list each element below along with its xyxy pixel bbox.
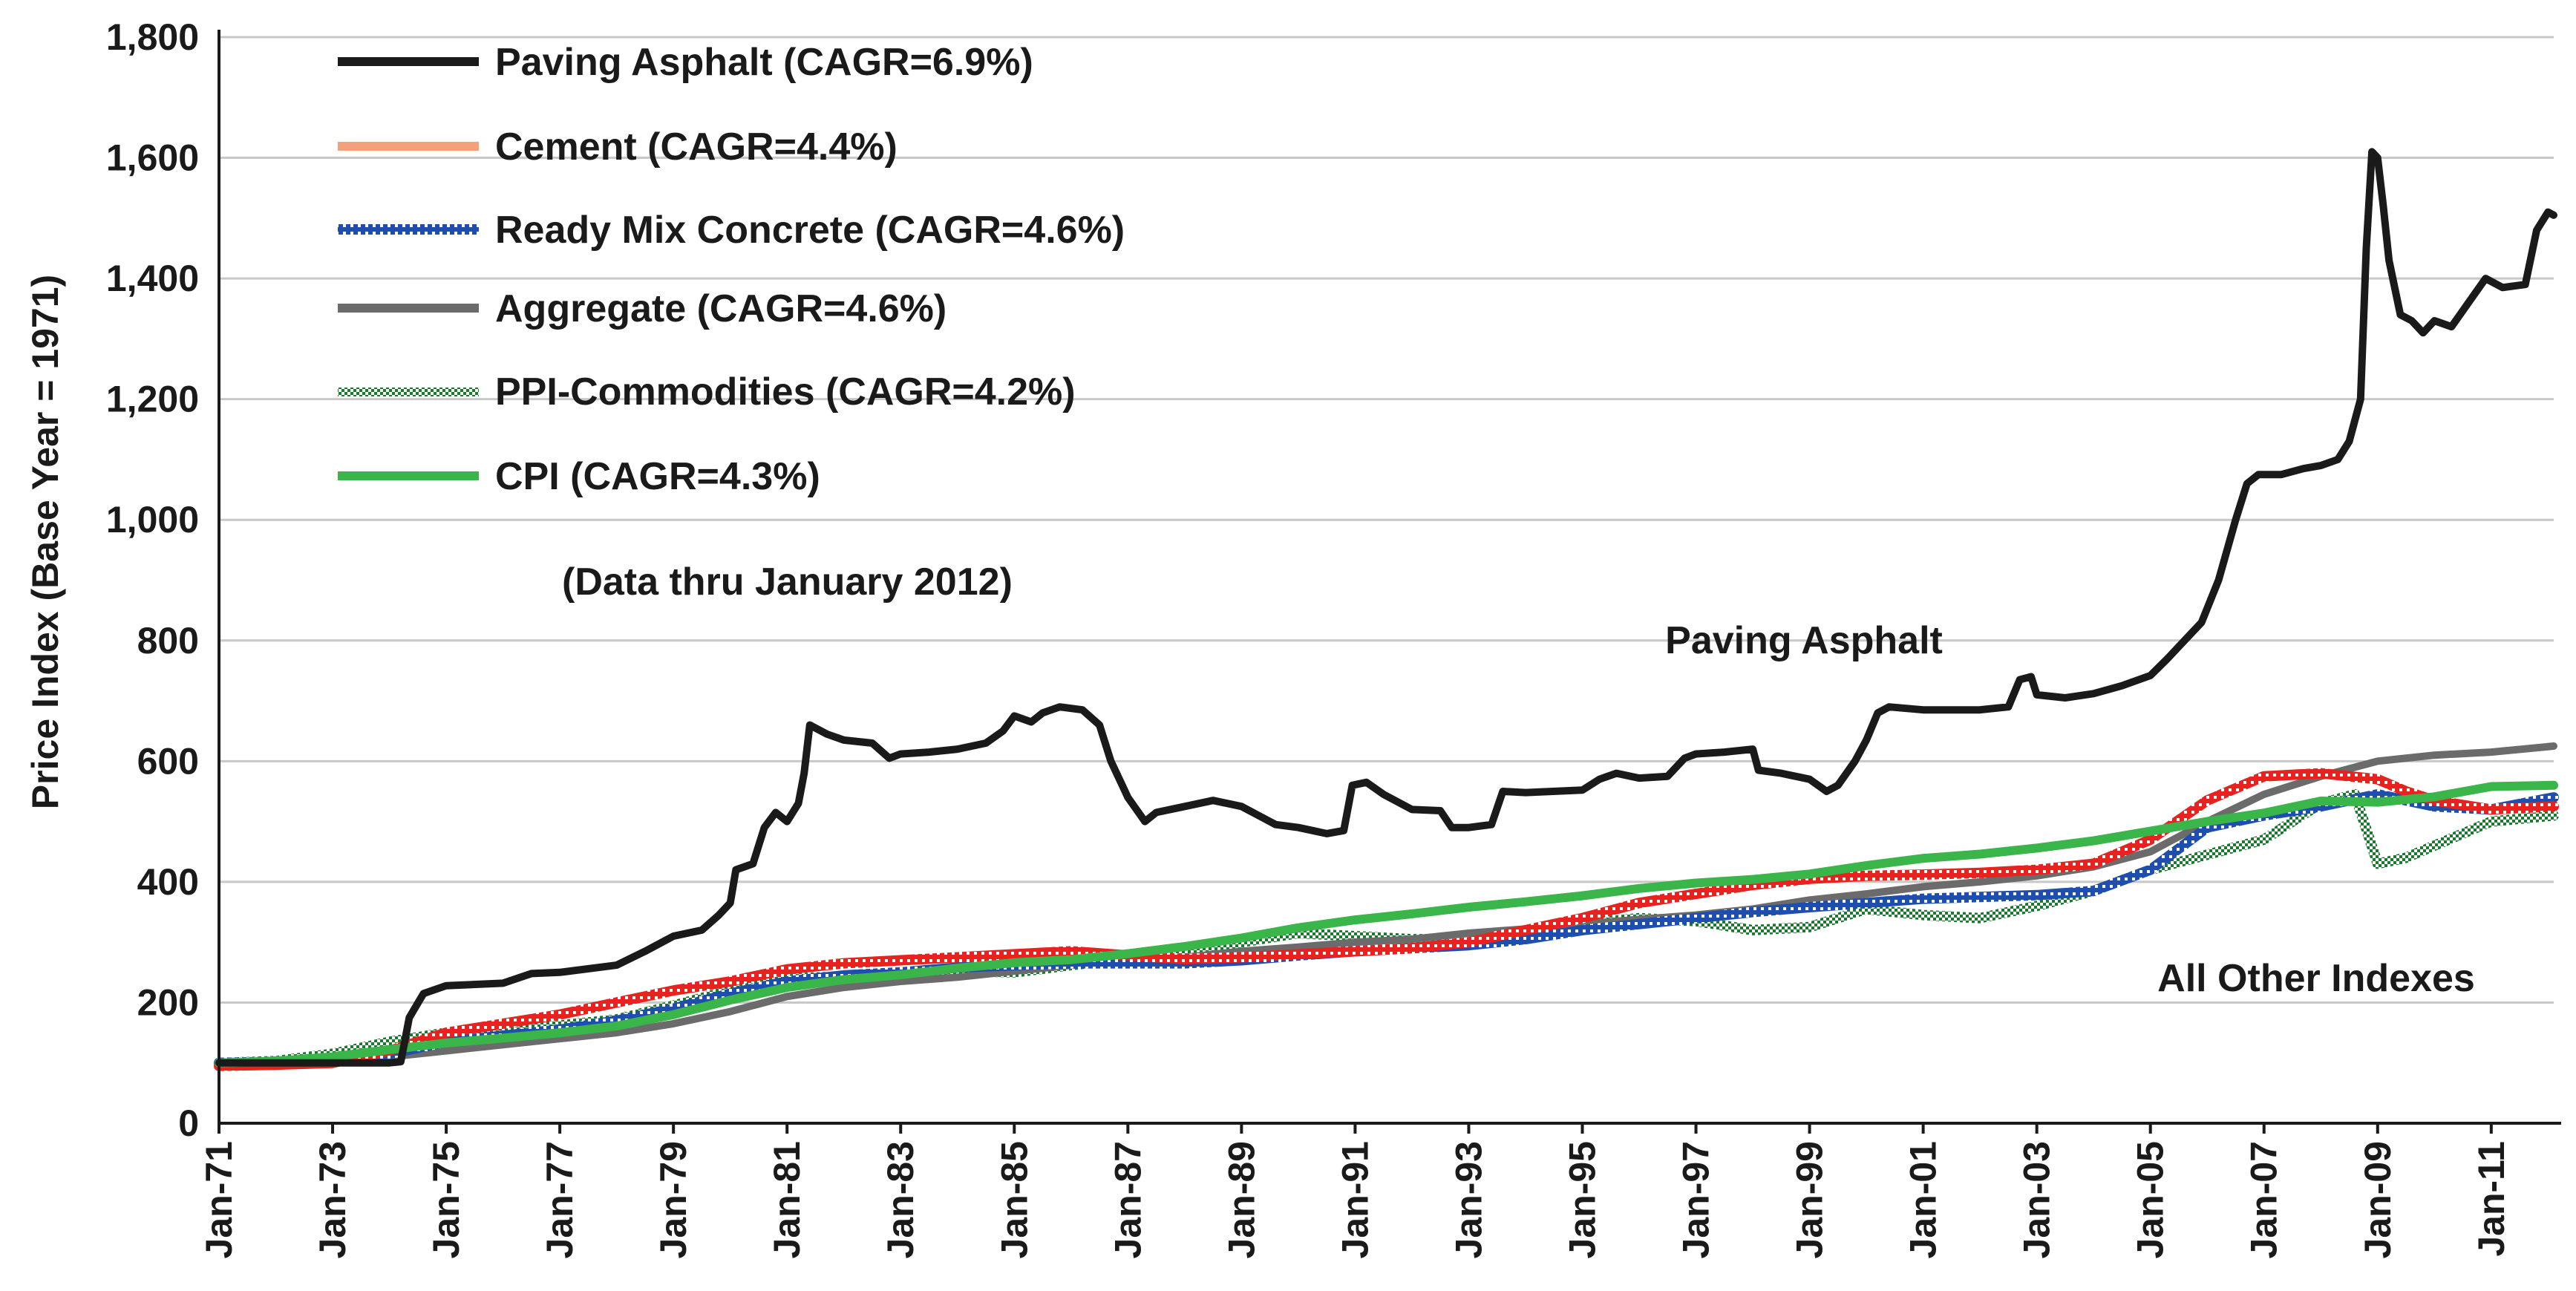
x-tick-label: Jan-91 <box>1334 1141 1376 1258</box>
x-tick-label: Jan-85 <box>993 1141 1035 1258</box>
y-tick-labels: 0 200 400 600 800 1,000 1,200 1,400 1,600 1,800 <box>106 16 199 1144</box>
annotation-all-other-indexes: All Other Indexes <box>2157 957 2475 1000</box>
x-tick-label: Jan-99 <box>1789 1141 1831 1258</box>
y-tick-label: 600 <box>137 740 199 782</box>
legend-label-ready-mix-concrete: Ready Mix Concrete (CAGR=4.6%) <box>495 209 1125 252</box>
legend-label-aggregate: Aggregate (CAGR=4.6%) <box>495 287 947 330</box>
y-axis-title: Price Index (Base Year = 1971) <box>24 275 66 809</box>
series-line-cpi <box>215 780 2558 1068</box>
y-tick-label: 800 <box>137 620 199 661</box>
annotation-paving-asphalt: Paving Asphalt <box>1665 619 1943 662</box>
legend-note: (Data thru January 2012) <box>562 560 1013 604</box>
y-tick-label: 1,400 <box>106 258 199 299</box>
legend-label-paving-asphalt: Paving Asphalt (CAGR=6.9%) <box>495 41 1033 84</box>
x-tick-label: Jan-01 <box>1903 1141 1944 1258</box>
y-tick-label: 1,600 <box>106 137 199 179</box>
x-tick-label: Jan-77 <box>539 1141 581 1258</box>
legend-label-cement: Cement (CAGR=4.4%) <box>495 125 898 169</box>
x-tick-label: Jan-87 <box>1107 1141 1148 1258</box>
gridlines <box>219 36 2554 1004</box>
x-tick-label: Jan-93 <box>1448 1141 1489 1258</box>
y-tick-label: 1,200 <box>106 379 199 420</box>
x-tick-label: Jan-79 <box>653 1141 694 1258</box>
y-tick-label: 400 <box>137 861 199 903</box>
y-tick-label: 0 <box>178 1102 199 1144</box>
axes <box>218 30 2561 1134</box>
x-tick-label: Jan-89 <box>1220 1141 1262 1258</box>
legend-swatch-ready-mix-concrete <box>338 224 479 235</box>
x-tick-label: Jan-71 <box>198 1141 240 1258</box>
x-tick-label: Jan-81 <box>766 1141 808 1258</box>
x-tick-label: Jan-05 <box>2130 1141 2171 1258</box>
legend: Paving Asphalt (CAGR=6.9%) Cement (CAGR=… <box>338 41 1125 604</box>
legend-label-cpi: CPI (CAGR=4.3%) <box>495 455 820 498</box>
series-line-paving-asphalt <box>215 148 2557 1067</box>
x-tick-label: Jan-83 <box>880 1141 921 1258</box>
series-line-aggregate <box>215 742 2557 1067</box>
x-tick-label: Jan-73 <box>312 1141 353 1258</box>
legend-swatch-ppi-commodities <box>338 388 479 396</box>
x-tick-label: Jan-95 <box>1561 1141 1603 1258</box>
series-lines <box>214 148 2559 1071</box>
y-tick-label: 200 <box>137 981 199 1023</box>
x-tick-label: Jan-11 <box>2471 1141 2512 1257</box>
x-tick-label: Jan-75 <box>425 1141 467 1258</box>
y-tick-label: 1,800 <box>106 16 199 58</box>
y-tick-label: 1,000 <box>106 499 199 540</box>
x-tick-label: Jan-09 <box>2357 1141 2399 1258</box>
series-line-cement <box>214 768 2559 1071</box>
x-tick-label: Jan-07 <box>2243 1141 2285 1258</box>
legend-label-ppi-commodities: PPI-Commodities (CAGR=4.2%) <box>495 370 1076 414</box>
x-tick-labels: Jan-71 Jan-73 Jan-75 Jan-77 Jan-79 Jan-81 Jan-… <box>198 1141 2512 1258</box>
x-tick-label: Jan-03 <box>2016 1141 2058 1258</box>
x-tick-label: Jan-97 <box>1676 1141 1717 1258</box>
